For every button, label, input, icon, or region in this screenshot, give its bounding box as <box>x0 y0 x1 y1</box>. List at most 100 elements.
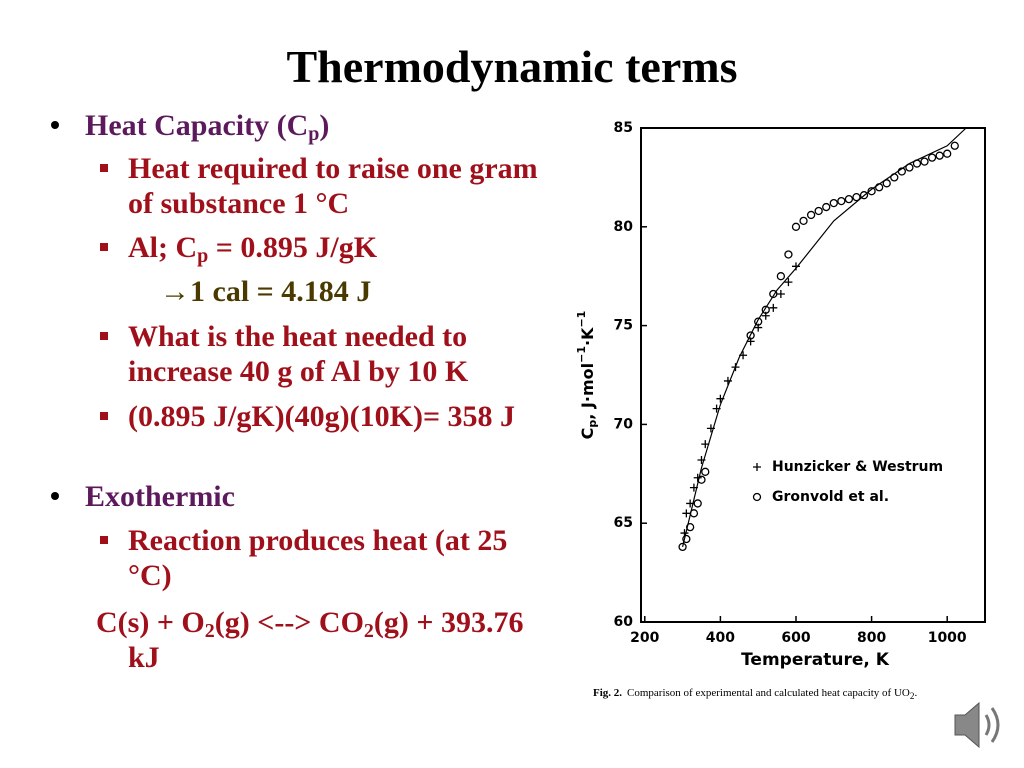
plus-marker <box>712 404 721 413</box>
circle-marker <box>935 151 944 160</box>
calculated-curve <box>681 127 967 548</box>
circle-marker <box>890 173 899 182</box>
item-text: ) <box>319 109 330 142</box>
circle-marker <box>814 206 823 216</box>
item-text: (g) + 393.76 kJ <box>128 606 524 674</box>
bullet-dot <box>51 121 59 129</box>
legend-marker <box>752 492 762 502</box>
circle-marker <box>761 305 770 314</box>
item-text: →1 cal = 4.184 J <box>160 275 372 308</box>
x-tick-label: 600 <box>781 630 810 646</box>
caption-text: Comparison of experimental and calculate… <box>627 687 910 699</box>
bullet-square <box>100 243 108 251</box>
speaker-icon <box>954 701 1000 749</box>
circle-marker <box>769 289 778 299</box>
circle-marker <box>746 331 755 340</box>
circle-marker <box>829 198 838 208</box>
x-tick-label: 400 <box>706 630 735 646</box>
circle-marker <box>844 194 854 204</box>
subscript: p <box>586 420 599 428</box>
plus-marker <box>689 483 698 492</box>
plus-marker <box>706 424 715 433</box>
slide-title: Thermodynamic terms <box>286 41 738 92</box>
subscript: 2 <box>363 620 374 642</box>
bullet-square <box>100 164 108 172</box>
plus-marker <box>739 351 748 360</box>
superscript: −1 <box>575 346 588 363</box>
x-axis-title: Temperature, K <box>741 650 890 670</box>
label-text: ·K <box>578 327 597 346</box>
y-tick-label: 70 <box>614 416 634 432</box>
item-text: Reaction produces heat (at 25 °C) <box>128 524 508 592</box>
circle-marker <box>689 509 699 518</box>
plus-marker <box>716 394 725 403</box>
superscript: −1 <box>575 311 588 328</box>
circle-marker <box>927 153 937 162</box>
bullet-item: Al; Cp = 0.895 J/gK <box>128 230 558 267</box>
bullet-item: What is the heat needed to increase 40 g… <box>128 319 558 389</box>
item-text: C(s) + O <box>96 606 205 639</box>
circle-marker <box>754 317 763 326</box>
plus-marker <box>731 363 740 372</box>
x-tick-label: 800 <box>857 630 886 646</box>
bullet-dot <box>51 492 59 500</box>
circle-marker <box>920 157 929 166</box>
legend-marker <box>753 463 761 471</box>
legend-label: Gronvold et al. <box>772 489 889 505</box>
bullet-square <box>100 536 108 544</box>
circle-marker <box>875 183 884 192</box>
circle-marker <box>678 542 687 552</box>
circle-marker <box>852 193 861 202</box>
plus-marker <box>784 278 793 287</box>
y-tick-label: 65 <box>614 515 633 531</box>
bullet-item: Reaction produces heat (at 25 °C) <box>128 523 558 593</box>
circle-marker <box>776 272 786 281</box>
plot-frame <box>640 127 986 623</box>
x-tick-label: 1000 <box>928 630 967 646</box>
circle-marker <box>837 196 846 206</box>
plus-marker <box>697 455 706 464</box>
item-text: Exothermic <box>85 480 235 513</box>
plus-marker <box>682 509 691 518</box>
bullet-item: C(s) + O2(g) <--> CO2(g) + 393.76 kJ <box>96 605 558 675</box>
circle-marker <box>859 191 869 200</box>
circle-marker <box>912 159 922 168</box>
bullet-item: Exothermic <box>85 479 515 514</box>
circle-marker <box>697 475 706 484</box>
caption-text: . <box>914 687 918 699</box>
circle-marker <box>882 179 891 188</box>
bullet-item: Heat required to raise one gram of subst… <box>128 151 558 221</box>
item-text: Al; C <box>128 231 198 264</box>
circle-marker <box>682 534 691 544</box>
circle-marker <box>701 467 710 476</box>
bullet-item: Heat Capacity (Cp) <box>85 108 515 144</box>
item-text: = 0.895 J/gK <box>208 231 378 264</box>
circle-marker <box>867 187 876 196</box>
subscript: p <box>197 245 209 267</box>
plus-marker <box>776 289 785 298</box>
circle-marker <box>950 141 959 150</box>
circle-marker <box>799 216 808 226</box>
bullet-item: (0.895 J/gK)(40g)(10K)= 358 J <box>128 399 558 434</box>
circle-marker <box>806 210 816 220</box>
circle-marker <box>693 499 702 508</box>
circle-marker <box>685 523 695 532</box>
bullet-item: →1 cal = 4.184 J <box>160 274 590 309</box>
plus-marker <box>791 262 800 271</box>
y-tick-label: 60 <box>614 614 634 630</box>
bullet-square <box>100 332 108 340</box>
subscript: 2 <box>204 620 215 642</box>
circle-marker <box>822 202 831 212</box>
circle-marker <box>897 167 906 176</box>
circle-marker <box>905 163 914 172</box>
plus-marker <box>769 303 778 312</box>
figure-caption: Fig. 2. Comparison of experimental and ca… <box>593 687 917 701</box>
item-text: (0.895 J/gK)(40g)(10K)= 358 J <box>128 400 516 433</box>
legend-label: Hunzicker & Westrum <box>772 459 943 475</box>
y-tick-label: 80 <box>614 219 634 235</box>
item-text: Heat required to raise one gram of subst… <box>128 152 538 220</box>
y-axis-title: Cp, J·mol−1·K−1 <box>575 311 599 440</box>
caption-label: Fig. 2. <box>593 687 623 699</box>
caption-text: 2 <box>909 691 915 702</box>
item-text: What is the heat needed to increase 40 g… <box>128 320 469 388</box>
